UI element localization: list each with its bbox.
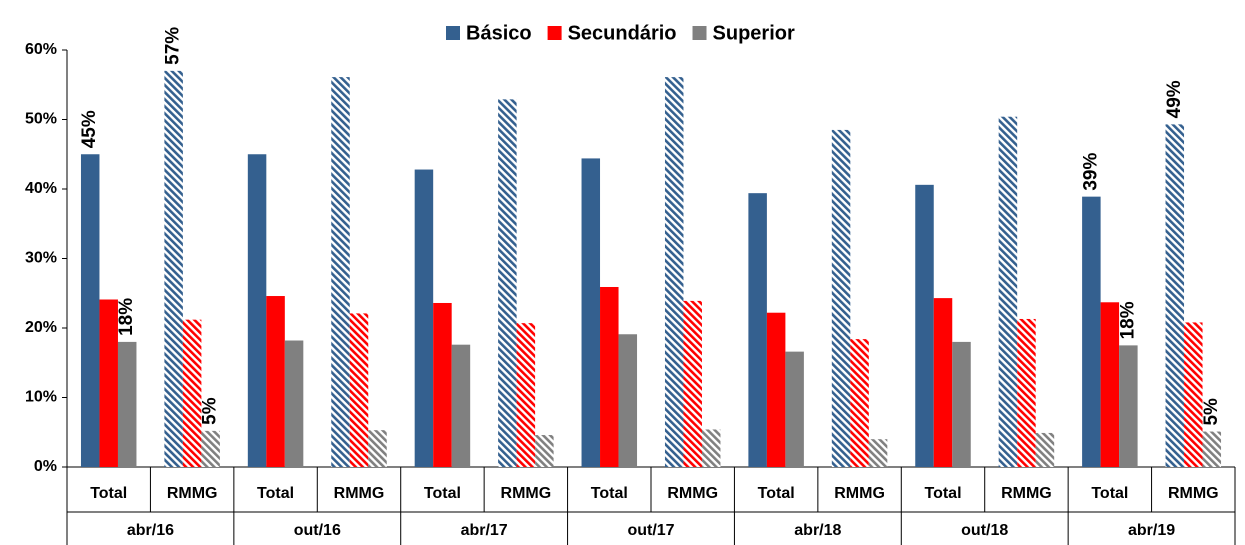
bar <box>600 286 619 467</box>
y-tick-label: 0% <box>34 458 57 475</box>
bar <box>785 351 804 467</box>
data-label: 18% <box>116 298 137 336</box>
bar <box>331 77 350 467</box>
x-tick-label: Total <box>90 485 127 502</box>
x-tick-label: Total <box>591 485 628 502</box>
bar <box>998 116 1018 467</box>
bar <box>1035 432 1055 467</box>
bar <box>451 344 471 467</box>
bar <box>933 298 953 467</box>
bar <box>618 334 638 467</box>
group-label: abr/19 <box>1128 522 1175 539</box>
bar <box>433 302 452 467</box>
group-label: abr/16 <box>127 522 174 539</box>
bar <box>915 184 934 467</box>
bar <box>664 77 684 467</box>
group-label: abr/17 <box>461 522 508 539</box>
bar <box>581 158 601 468</box>
x-tick-label: Total <box>424 485 461 502</box>
bar <box>1017 318 1036 467</box>
y-tick-label: 40% <box>25 180 57 197</box>
legend-label: Básico <box>466 22 532 44</box>
data-label: 5% <box>1201 398 1222 426</box>
y-tick-label: 20% <box>25 319 57 336</box>
x-tick-label: Total <box>758 485 795 502</box>
x-tick-label: Total <box>257 485 294 502</box>
bar <box>701 429 721 467</box>
data-label: 5% <box>200 397 221 425</box>
bar <box>201 430 220 467</box>
bar <box>850 339 869 467</box>
bar <box>182 319 202 467</box>
bar <box>868 439 888 467</box>
data-label: 39% <box>1080 153 1101 191</box>
bar <box>535 435 554 467</box>
bar <box>1184 322 1203 467</box>
group-label: abr/18 <box>794 522 841 539</box>
x-tick-label: RMMG <box>334 485 385 502</box>
x-tick-label: Total <box>1091 485 1128 502</box>
bar <box>683 300 702 467</box>
legend-swatch <box>446 26 460 40</box>
legend-swatch <box>547 26 562 40</box>
bar <box>748 193 767 468</box>
bar <box>1165 124 1185 468</box>
bar <box>368 430 387 467</box>
x-tick-label: RMMG <box>1168 485 1219 502</box>
bar <box>516 323 536 467</box>
bar <box>831 129 851 468</box>
x-tick-label: Total <box>924 485 961 502</box>
bar <box>1202 431 1222 467</box>
x-tick-label: RMMG <box>167 485 218 502</box>
x-tick-label: RMMG <box>834 485 885 502</box>
x-tick-label: RMMG <box>501 485 552 502</box>
legend-label: Superior <box>713 22 795 44</box>
bar <box>247 154 267 467</box>
bar <box>1082 196 1101 467</box>
x-tick-label: RMMG <box>1001 485 1052 502</box>
bar <box>284 340 304 467</box>
data-label: 18% <box>1117 301 1138 339</box>
data-label: 57% <box>163 27 184 65</box>
x-tick-label: RMMG <box>667 485 718 502</box>
legend-swatch <box>692 26 707 40</box>
y-tick-label: 10% <box>25 389 57 406</box>
group-label: out/18 <box>961 522 1008 539</box>
bar <box>1119 345 1138 467</box>
data-label: 45% <box>79 110 100 148</box>
group-label: out/17 <box>627 522 674 539</box>
legend: Básico Secundário Superior <box>446 22 795 44</box>
y-tick-label: 60% <box>25 41 57 58</box>
group-label: out/16 <box>294 522 341 539</box>
legend-label: Secundário <box>568 22 677 44</box>
bar <box>766 312 786 467</box>
bar <box>80 154 100 467</box>
y-tick-label: 30% <box>25 250 57 267</box>
bar <box>1100 302 1120 467</box>
bar <box>952 341 971 467</box>
bar <box>99 299 118 467</box>
bar <box>498 99 517 467</box>
data-label: 49% <box>1164 80 1185 118</box>
bar <box>117 341 137 467</box>
bar <box>266 296 285 467</box>
bar <box>414 169 434 468</box>
bar <box>164 70 183 467</box>
y-tick-label: 50% <box>25 111 57 128</box>
bar <box>349 313 369 467</box>
